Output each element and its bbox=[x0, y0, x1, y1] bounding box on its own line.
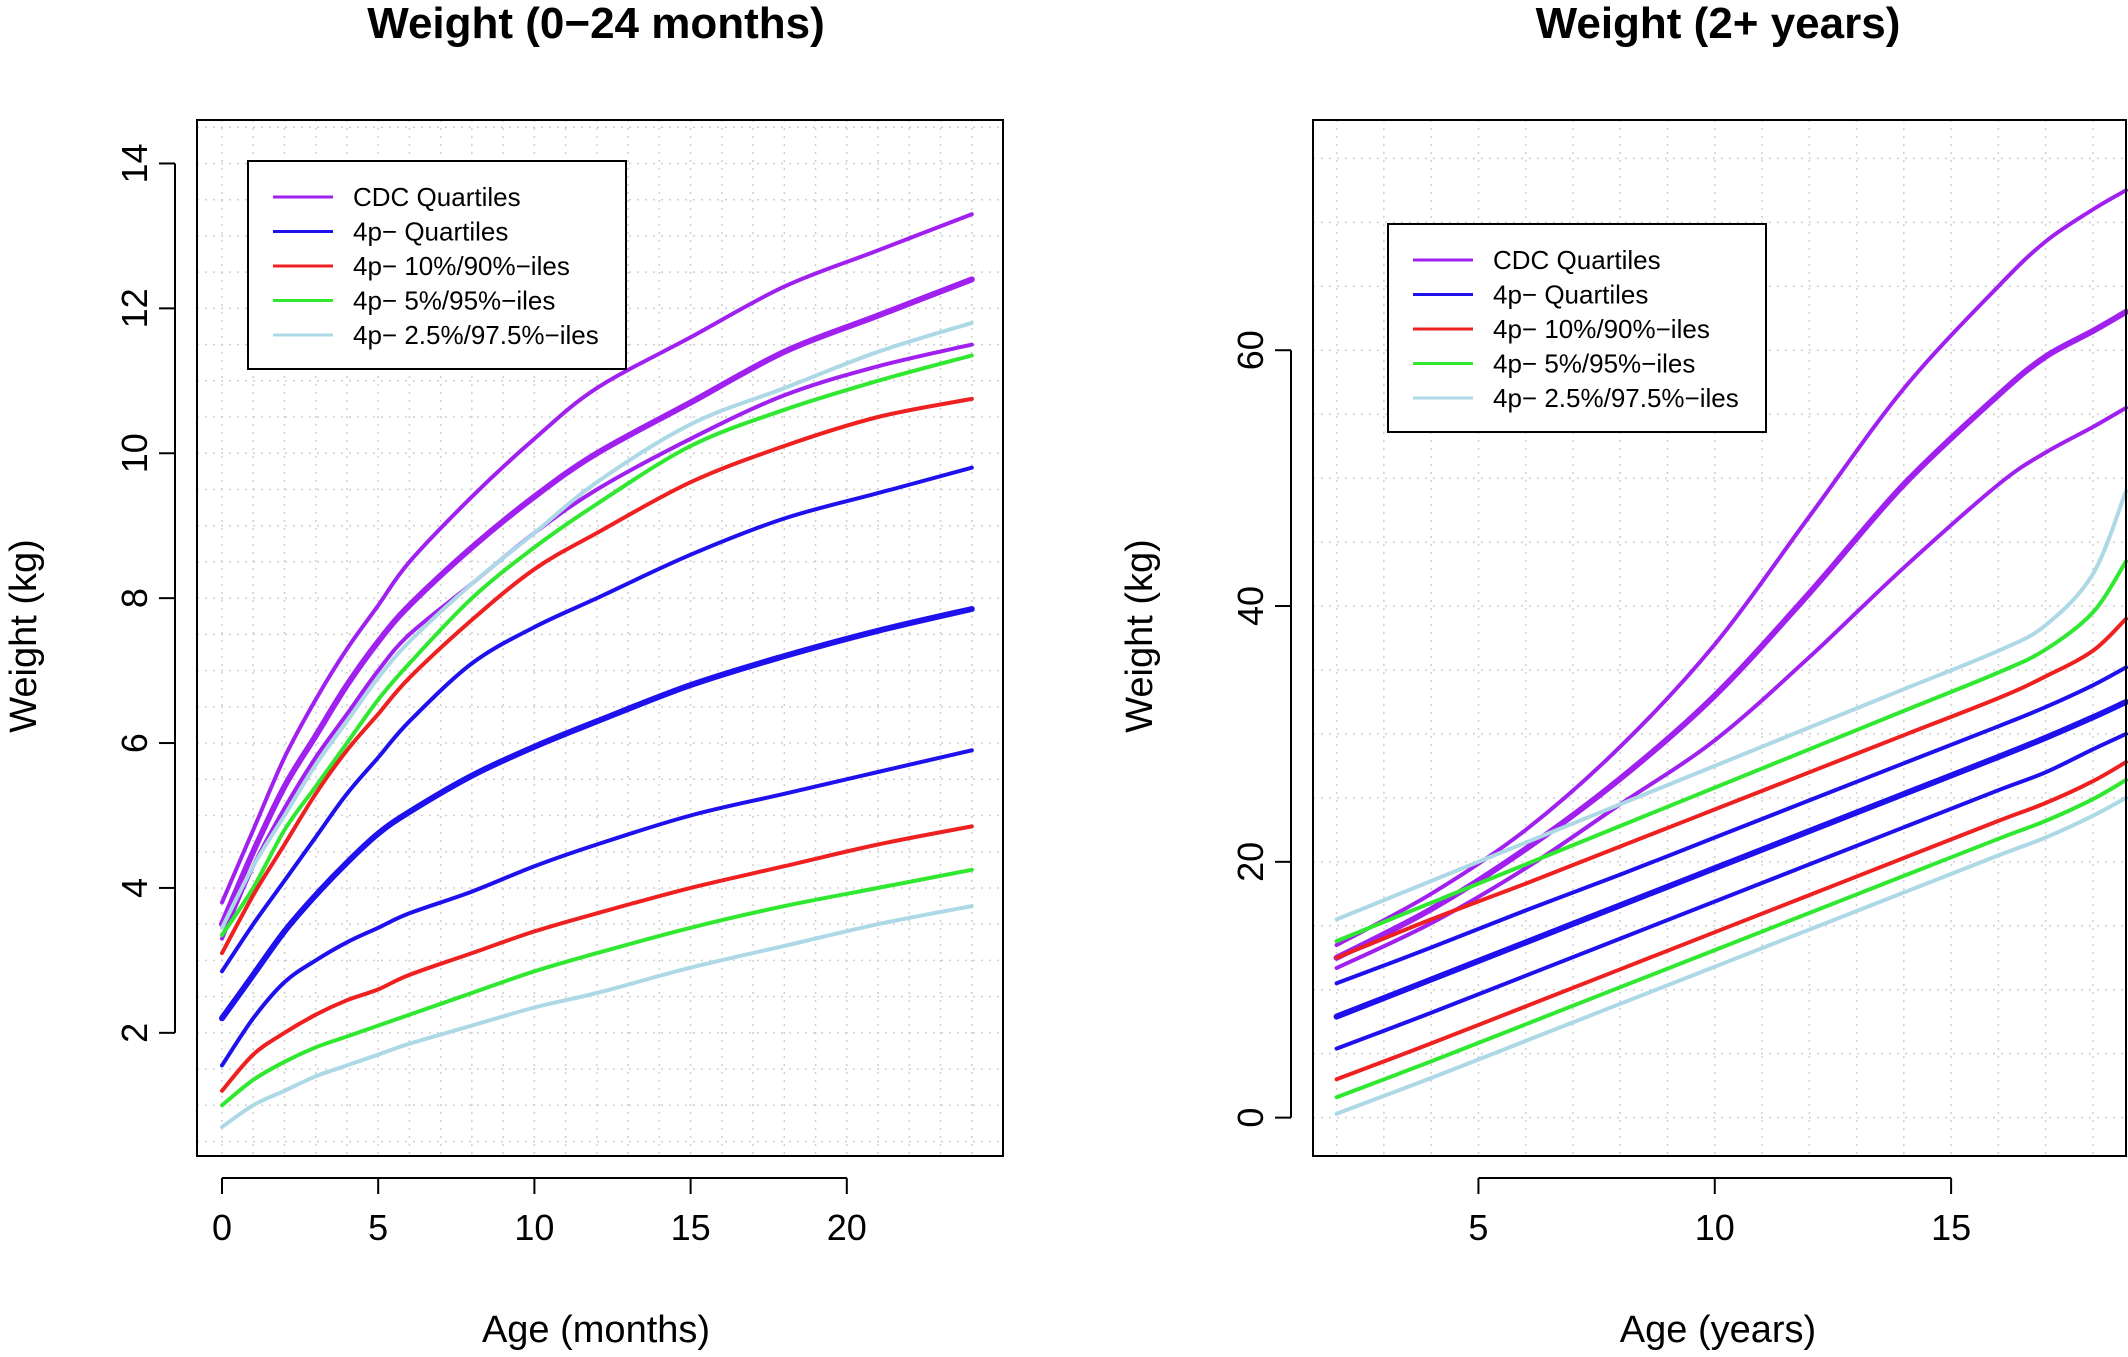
series-line bbox=[220, 353, 974, 937]
x-tick-label: 10 bbox=[1695, 1207, 1735, 1248]
series-line bbox=[219, 276, 975, 928]
series-line bbox=[1334, 760, 2128, 1082]
series-line bbox=[220, 320, 974, 930]
legend-label: 4p− 2.5%/97.5%−iles bbox=[353, 320, 599, 350]
series-line bbox=[1334, 559, 2128, 944]
plot-lines bbox=[219, 212, 975, 1129]
x-tick-label: 5 bbox=[368, 1207, 388, 1248]
x-tick-label: 0 bbox=[212, 1207, 232, 1248]
y-tick-label: 14 bbox=[114, 143, 155, 183]
y-tick-label: 10 bbox=[114, 433, 155, 473]
legend-label: 4p− 10%/90%−iles bbox=[353, 251, 570, 281]
series-line bbox=[220, 867, 974, 1108]
legend-label: CDC Quartiles bbox=[353, 182, 521, 212]
legend-label: 4p− Quartiles bbox=[1493, 280, 1648, 310]
series-line bbox=[219, 606, 975, 1022]
chart-title: Weight (2+ years) bbox=[1536, 0, 1901, 48]
y-tick-label: 0 bbox=[1230, 1108, 1271, 1128]
series-line bbox=[220, 465, 974, 974]
series-line bbox=[1333, 308, 2128, 961]
plot-lines bbox=[1333, 188, 2128, 1116]
legend: CDC Quartiles 4p− Quartiles 4p− 10%/90%−il… bbox=[1387, 223, 1767, 433]
series-line bbox=[1334, 488, 2128, 922]
series-line bbox=[220, 748, 974, 1068]
series-line bbox=[1333, 699, 2128, 1020]
legend-label: 4p− Quartiles bbox=[353, 217, 508, 247]
legend-label: 4p− 2.5%/97.5%−iles bbox=[1493, 383, 1739, 413]
series-line bbox=[1334, 405, 2128, 970]
y-tick-label: 8 bbox=[114, 588, 155, 608]
series-line bbox=[220, 212, 974, 905]
chart-title: Weight (0−24 months) bbox=[367, 0, 825, 48]
plot-frame bbox=[1312, 119, 2127, 1157]
series-line bbox=[1334, 616, 2128, 960]
plot-frame bbox=[196, 119, 1004, 1157]
legend-label: 4p− 5%/95%−iles bbox=[1493, 349, 1695, 379]
series-line bbox=[1334, 665, 2128, 986]
chart-left: Weight (0−24 months) 0 5 10 15 202468101214 … bbox=[3, 0, 1004, 1351]
y-tick-label: 12 bbox=[114, 288, 155, 328]
legend: CDC Quartiles 4p− Quartiles 4p− 10%/90%−il… bbox=[247, 160, 627, 370]
series-line bbox=[220, 396, 974, 956]
x-axis-label: Age (years) bbox=[1620, 1309, 1816, 1351]
x-tick-label: 5 bbox=[1468, 1207, 1488, 1248]
y-axis-label: Weight (kg) bbox=[3, 539, 45, 733]
series-line bbox=[220, 824, 974, 1093]
axes: 0 5 10 15 20 2 4 6 8 10 12 14 bbox=[114, 119, 1004, 1248]
x-tick-label: 15 bbox=[671, 1207, 711, 1248]
x-axis-label: Age (months) bbox=[482, 1309, 710, 1351]
y-tick-label: 4 bbox=[114, 878, 155, 898]
y-axis-label: Weight (kg) bbox=[1119, 539, 1161, 733]
y-tick-label: 40 bbox=[1230, 586, 1271, 626]
series-line bbox=[1334, 778, 2128, 1100]
y-tick-label: 60 bbox=[1230, 330, 1271, 370]
y-tick-label: 2 bbox=[114, 1023, 155, 1043]
x-tick-label: 15 bbox=[1931, 1207, 1971, 1248]
series-line bbox=[1334, 188, 2128, 947]
x-tick-label: 20 bbox=[827, 1207, 867, 1248]
y-tick-label: 20 bbox=[1230, 842, 1271, 882]
chart-right: Weight (2+ years) 5 10 15 0 20 40 60 Age (year… bbox=[1119, 0, 2128, 1351]
legend-label: CDC Quartiles bbox=[1493, 245, 1661, 275]
series-line bbox=[1334, 795, 2128, 1116]
y-tick-label: 6 bbox=[114, 733, 155, 753]
axes: 5 10 15 0 20 40 60 bbox=[1230, 119, 2127, 1248]
legend-label: 4p− 10%/90%−iles bbox=[1493, 314, 1710, 344]
series-line bbox=[220, 904, 974, 1129]
legend-label: 4p− 5%/95%−iles bbox=[353, 286, 555, 316]
x-tick-label: 10 bbox=[514, 1207, 554, 1248]
series-line bbox=[1334, 731, 2128, 1051]
